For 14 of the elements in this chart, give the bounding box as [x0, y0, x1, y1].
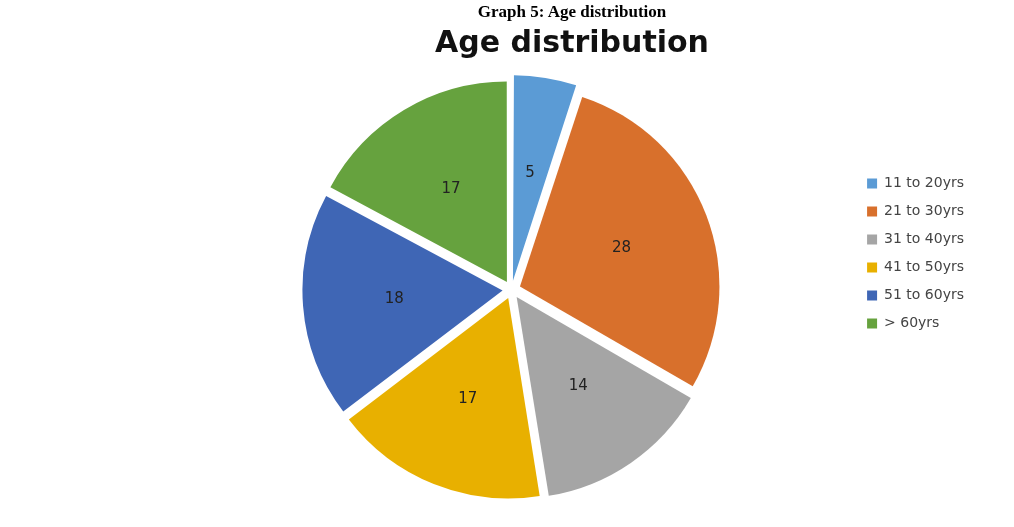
data-label: 17	[458, 388, 478, 407]
legend-label: 41 to 50yrs	[884, 258, 964, 275]
data-label: 5	[525, 163, 535, 182]
legend-label: 11 to 20yrs	[884, 174, 964, 191]
data-label: 28	[611, 237, 631, 256]
data-label: 17	[441, 178, 461, 197]
legend-label: 51 to 60yrs	[884, 286, 964, 303]
data-label: 18	[384, 288, 404, 307]
legend-label: 31 to 40yrs	[884, 230, 964, 247]
legend-label: 21 to 30yrs	[884, 202, 964, 219]
chart-subtitle: Age distribution	[435, 24, 709, 60]
data-label: 14	[568, 376, 588, 395]
chart-title: Graph 5: Age distribution	[477, 1, 667, 21]
legend-label: > 60yrs	[884, 314, 940, 331]
